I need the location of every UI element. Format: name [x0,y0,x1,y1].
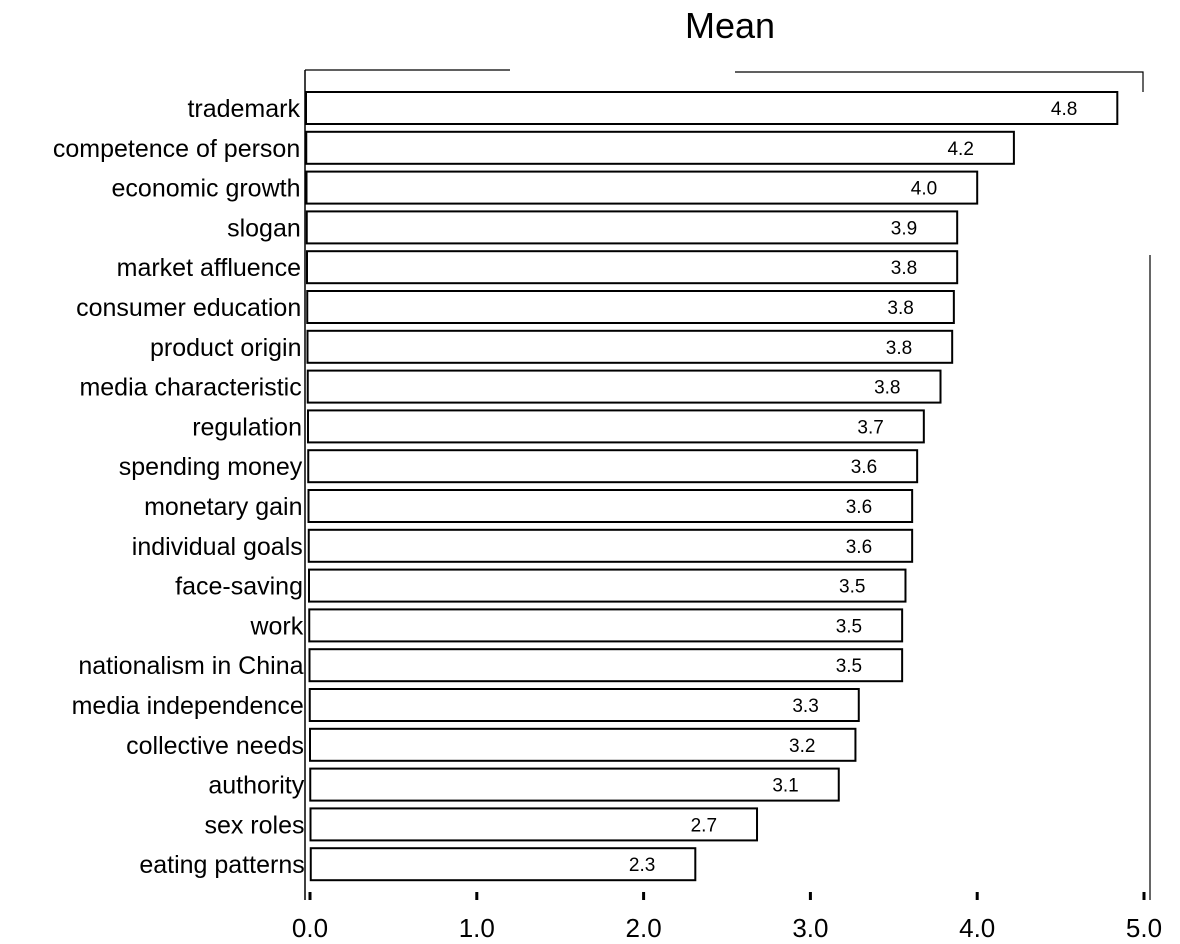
category-label: individual goals [132,533,303,561]
value-label: 3.3 [792,696,818,717]
bar [307,489,914,523]
value-label: 3.6 [846,497,872,518]
category-label: monetary gain [144,493,302,521]
bar [306,329,954,364]
category-label: face-saving [175,573,303,601]
x-tick-label: 1.0 [459,913,495,943]
category-label: nationalism in China [78,652,303,680]
value-label: 3.1 [772,776,798,797]
x-tick-label: 2.0 [626,913,662,943]
bar [309,807,759,842]
value-label: 3.9 [891,218,917,239]
value-label: 3.5 [836,616,862,637]
category-label: consumer education [76,294,301,322]
category-label: product origin [150,334,301,362]
value-label: 4.8 [1051,99,1077,120]
category-label: eating patterns [139,851,304,879]
value-label: 4.2 [947,139,973,160]
bar [309,847,697,882]
x-axis: 0.0 1.0 2.0 3.0 4.0 5.0 [292,892,1162,943]
category-label: authority [208,772,304,800]
value-label: 3.5 [839,577,865,598]
bar [306,250,959,285]
bar [308,568,907,603]
value-label: 3.8 [891,258,917,279]
category-label: spending money [119,453,303,481]
value-label: 3.8 [886,338,912,359]
category-label: competence of person [53,135,300,163]
bar [308,648,904,683]
bar [307,409,925,444]
category-label: economic growth [112,175,301,203]
bar [307,528,914,563]
chart-title: Mean [685,5,775,46]
x-tick-label: 5.0 [1126,913,1162,943]
category-label: sex roles [204,811,304,839]
bar [305,170,979,205]
category-label: media characteristic [79,374,301,402]
bar [309,767,840,802]
value-label: 3.8 [874,378,900,399]
category-label: slogan [227,214,301,242]
category-label: regulation [192,413,302,441]
bar [306,369,942,404]
value-label: 3.2 [789,736,815,757]
value-label: 3.6 [846,537,872,558]
bars-group: trademark 4.8 competence of person 4.2 econo… [53,91,1119,882]
value-label: 3.6 [851,457,877,478]
value-label: 2.3 [629,855,655,876]
category-label: market affluence [117,254,301,282]
bar [305,91,1119,125]
x-tick-label: 4.0 [959,913,995,943]
bar [308,608,904,643]
value-label: 3.8 [887,298,913,319]
bar [307,449,919,484]
bar [305,130,1015,165]
value-label: 3.7 [857,417,883,438]
top-frame-line-right [735,71,1144,92]
value-label: 4.0 [911,179,937,200]
value-label: 2.7 [691,815,717,836]
x-tick-label: 3.0 [792,913,828,943]
bar [309,727,857,762]
bar [305,210,959,245]
category-label: work [249,612,303,640]
bar [308,688,860,722]
category-label: collective needs [126,732,304,760]
category-label: trademark [187,95,300,123]
value-label: 3.5 [836,656,862,677]
x-tick-label: 0.0 [292,913,328,943]
category-label: media independence [72,692,304,720]
bar [306,290,955,324]
plot-frame [304,69,1151,900]
